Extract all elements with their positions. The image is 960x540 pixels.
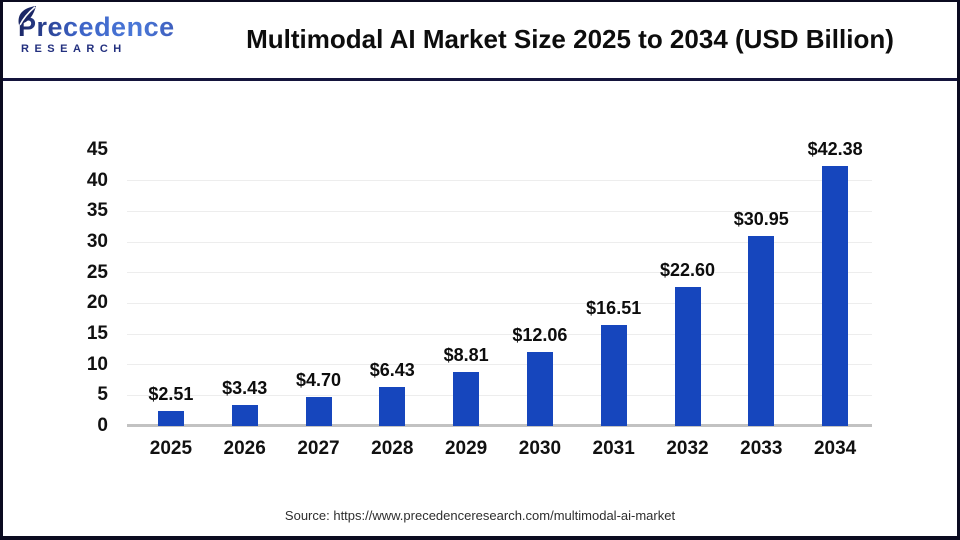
- y-axis-tick-label: 5: [97, 384, 108, 406]
- gridline: [127, 394, 872, 396]
- gridline: [127, 364, 872, 366]
- bar-value-label: $42.38: [807, 139, 863, 160]
- bar-value-label: $12.06: [512, 325, 568, 346]
- x-axis-tick-label: 2031: [592, 438, 635, 459]
- bar-value-label: $2.51: [148, 383, 194, 404]
- bar-value-label: $4.70: [295, 370, 342, 391]
- bar-2025: [157, 410, 184, 426]
- chart-title: Multimodal AI Market Size 2025 to 2034 (…: [246, 23, 894, 54]
- bar-2026: [231, 404, 258, 426]
- bar-value-label: $6.43: [369, 359, 415, 380]
- x-axis-tick-label: 2028: [371, 438, 414, 459]
- precedence-research-logo: Precedence RESEARCH: [18, 6, 188, 55]
- y-axis-tick-label: 30: [86, 231, 108, 252]
- bar-value-label: $3.43: [222, 377, 268, 398]
- gridline: [127, 272, 872, 274]
- bar-2029: [453, 371, 480, 426]
- bar-2027: [305, 397, 332, 426]
- y-axis-tick-label: 40: [86, 169, 108, 191]
- header: Precedence RESEARCH Multimodal AI Market…: [0, 0, 960, 78]
- y-axis-tick-label: 10: [86, 353, 108, 375]
- bar-2034: [822, 166, 849, 426]
- y-axis-tick-label: 15: [86, 323, 108, 344]
- y-axis-tick-label: 45: [86, 139, 108, 160]
- x-axis-tick-label: 2034: [813, 438, 857, 459]
- bar-value-label: $30.95: [733, 209, 789, 230]
- x-axis-tick-label: 2030: [518, 438, 562, 459]
- bar-value-label: $8.81: [443, 344, 489, 365]
- y-axis-tick-label: 0: [97, 415, 108, 436]
- logo-subtitle: RESEARCH: [21, 43, 127, 55]
- bar-2030: [526, 352, 553, 426]
- header-divider: [0, 78, 960, 81]
- x-axis-tick-label: 2029: [444, 438, 488, 459]
- bar-2028: [379, 386, 406, 426]
- bar-value-label: $16.51: [586, 297, 642, 318]
- gridline: [127, 302, 872, 304]
- bar-value-label: $22.60: [659, 260, 716, 281]
- gridline: [127, 210, 872, 212]
- source-text: Source: https://www.precedenceresearch.c…: [284, 508, 676, 523]
- y-axis-tick-label: 25: [86, 261, 108, 283]
- x-axis-baseline: [127, 424, 872, 427]
- bar-2032: [674, 287, 701, 426]
- logo-wordmark: Precedence: [18, 12, 188, 42]
- bar-2033: [748, 236, 775, 426]
- x-axis-tick-label: 2027: [297, 438, 340, 459]
- gridline: [127, 241, 872, 243]
- leaf-icon: [18, 6, 36, 26]
- x-axis-tick-label: 2032: [666, 438, 709, 459]
- y-axis-tick-label: 35: [86, 200, 108, 222]
- gridline: [127, 180, 872, 182]
- gridline: [127, 333, 872, 335]
- x-axis-tick-label: 2033: [740, 438, 783, 459]
- x-axis-tick-label: 2025: [149, 438, 193, 459]
- x-axis-tick-label: 2026: [223, 438, 266, 459]
- y-axis-tick-label: 20: [86, 292, 108, 314]
- bar-2031: [600, 324, 627, 426]
